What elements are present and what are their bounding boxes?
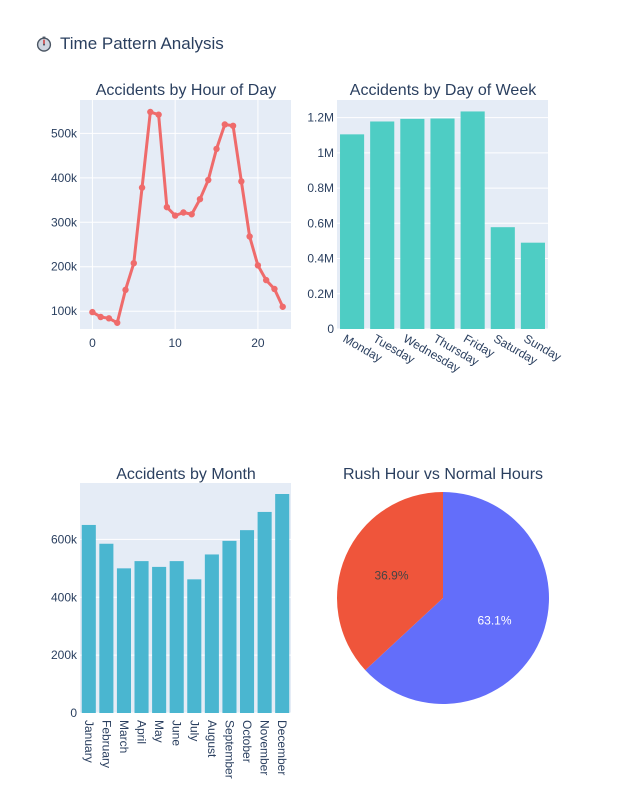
stopwatch-icon xyxy=(36,36,52,52)
bar-category-label: April xyxy=(135,720,149,744)
pie-slice-label: 36.9% xyxy=(374,569,408,583)
line-point xyxy=(171,212,179,219)
bar-june xyxy=(169,561,184,713)
bar-category-label: February xyxy=(99,720,113,768)
line-point xyxy=(279,303,286,310)
line-point xyxy=(229,122,237,129)
bar-saturday xyxy=(490,227,515,329)
bar-chart-title: Accidents by Day of Week xyxy=(350,82,537,99)
bar-plot-background xyxy=(80,483,291,713)
line-point xyxy=(130,259,137,267)
bar-friday xyxy=(460,111,485,329)
bar-y-tick-label: 0.2M xyxy=(307,287,334,301)
bar-y-tick-label: 0.4M xyxy=(307,252,334,266)
line-y-tick-label: 500k xyxy=(51,126,78,140)
line-y-tick-label: 200k xyxy=(51,260,78,274)
bar-category-label: November xyxy=(258,720,272,775)
bar-december xyxy=(275,493,290,713)
bar-y-tick-label: 0.8M xyxy=(307,181,334,195)
bar-y-tick-label: 400k xyxy=(51,590,78,604)
line-point xyxy=(262,276,270,284)
bar-march xyxy=(116,568,131,713)
bar-category-label: June xyxy=(170,720,184,746)
line-point xyxy=(238,178,245,185)
bar-category-label: May xyxy=(152,720,166,743)
line-point xyxy=(114,319,121,326)
line-x-tick-label: 10 xyxy=(168,336,182,350)
line-point xyxy=(196,195,204,203)
line-point xyxy=(254,262,262,269)
line-point xyxy=(147,108,154,116)
line-point xyxy=(221,121,229,128)
line-point xyxy=(97,313,104,321)
line-x-tick-label: 0 xyxy=(89,336,96,350)
bar-y-tick-label: 1.2M xyxy=(307,111,334,125)
pie-slice-0 xyxy=(365,492,549,704)
line-point xyxy=(122,286,129,294)
line-point xyxy=(213,145,220,153)
bar-category-label: July xyxy=(187,720,201,741)
bar-may xyxy=(152,566,167,713)
bar-category-label: September xyxy=(222,720,236,779)
bar-october xyxy=(240,530,255,713)
line-y-tick-label: 100k xyxy=(51,304,78,318)
bar-category-label: March xyxy=(117,720,131,753)
pie-chart-title: Rush Hour vs Normal Hours xyxy=(343,466,543,483)
line-y-tick-label: 300k xyxy=(51,215,78,229)
line-point xyxy=(188,211,195,218)
bar-monday xyxy=(340,134,365,329)
line-point xyxy=(138,184,146,191)
line-x-tick-label: 20 xyxy=(251,336,265,350)
line-chart-title: Accidents by Hour of Day xyxy=(96,82,277,99)
bar-category-label: January xyxy=(82,720,96,763)
line-point xyxy=(89,308,96,316)
bar-y-tick-label: 1M xyxy=(317,146,334,160)
line-point xyxy=(180,209,187,216)
line-point xyxy=(205,176,212,184)
line-y-tick-label: 400k xyxy=(51,171,78,185)
pie-slice-label: 63.1% xyxy=(477,613,511,627)
bar-category-label: December xyxy=(275,720,289,775)
bar-thursday xyxy=(430,118,455,329)
bar-august xyxy=(204,554,219,713)
bar-wednesday xyxy=(400,118,425,329)
bar-category-label: August xyxy=(205,720,219,758)
figure-title-text: Time Pattern Analysis xyxy=(60,34,224,53)
bar-january xyxy=(81,524,96,713)
bar-chart-title: Accidents by Month xyxy=(116,466,256,483)
bar-april xyxy=(134,561,149,713)
bar-september xyxy=(222,540,237,713)
bar-category-label: October xyxy=(240,720,254,763)
bar-tuesday xyxy=(370,121,395,329)
bar-sunday xyxy=(520,242,545,329)
line-point xyxy=(163,203,171,211)
bar-february xyxy=(99,543,114,713)
line-point xyxy=(246,233,253,240)
pie-slice-1 xyxy=(336,492,443,671)
bar-y-tick-label: 0 xyxy=(70,706,77,720)
bar-y-tick-label: 600k xyxy=(51,532,78,546)
line-point xyxy=(105,315,113,322)
line-point xyxy=(155,111,162,118)
bar-y-tick-label: 200k xyxy=(51,648,78,662)
bar-y-tick-label: 0 xyxy=(327,322,334,336)
bar-july xyxy=(187,579,202,713)
line-series-hourly xyxy=(91,110,285,325)
bar-november xyxy=(257,511,272,713)
bar-y-tick-label: 0.6M xyxy=(307,216,334,230)
line-point xyxy=(271,285,278,293)
figure-title: Time Pattern Analysis xyxy=(36,32,224,56)
